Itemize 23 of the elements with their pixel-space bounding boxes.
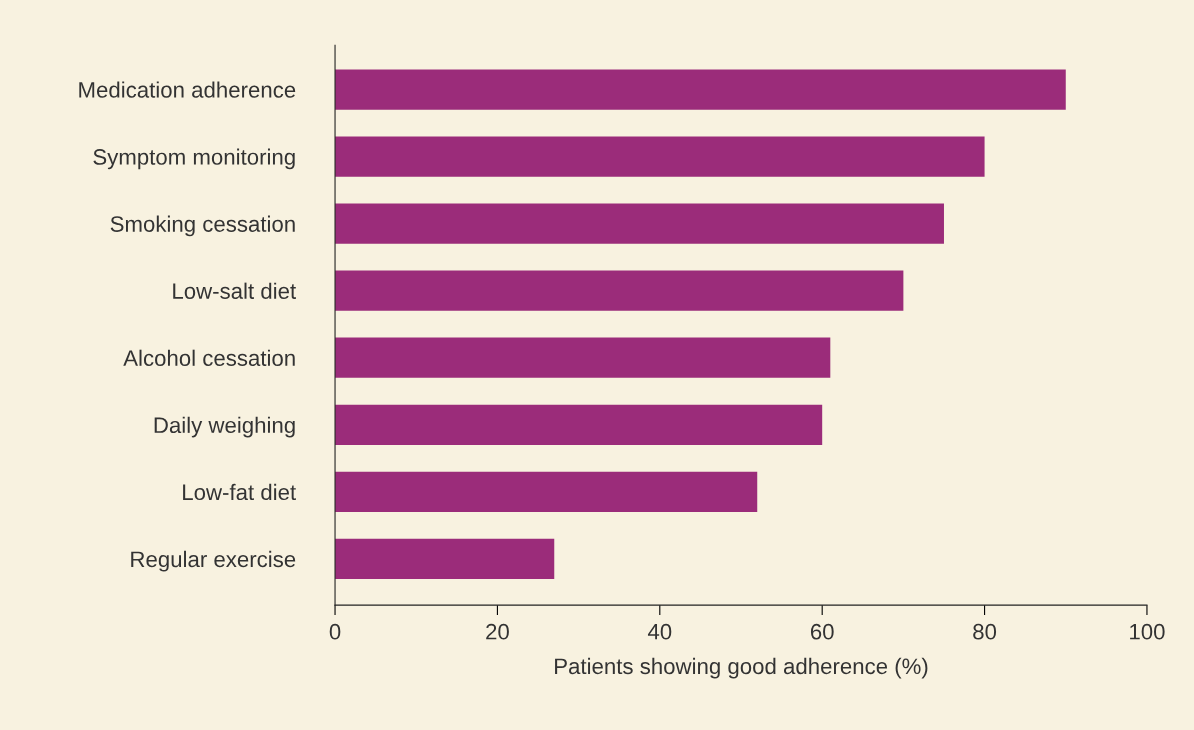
bar — [335, 270, 904, 311]
x-tick-label: 40 — [647, 623, 672, 640]
bar — [335, 337, 831, 378]
y-tick-label: Smoking cessation — [110, 215, 295, 237]
bar — [335, 471, 758, 512]
bar — [335, 404, 823, 445]
y-tick-label: Low-salt diet — [173, 282, 296, 299]
x-axis-title: Patients showing good adherence (%) — [555, 657, 928, 679]
bar — [335, 538, 555, 580]
bar — [335, 136, 985, 177]
y-tick-label: Alcohol cessation — [123, 349, 295, 367]
y-tick-label: Symptom monitoring — [93, 148, 295, 170]
x-tick-label: 100 — [1130, 623, 1165, 640]
y-tick-label: Regular exercise — [131, 550, 296, 572]
y-tick-label: Low-fat diet — [183, 483, 296, 501]
bar — [335, 203, 944, 244]
y-tick-label: Daily weighing — [154, 416, 295, 438]
x-tick-label: 60 — [810, 623, 834, 640]
bar — [335, 69, 1066, 110]
x-tick-label: 80 — [973, 623, 997, 640]
y-tick-label: Medication adherence — [79, 81, 296, 98]
x-tick-label: 20 — [486, 623, 509, 640]
x-tick-label: 0 — [329, 623, 341, 640]
